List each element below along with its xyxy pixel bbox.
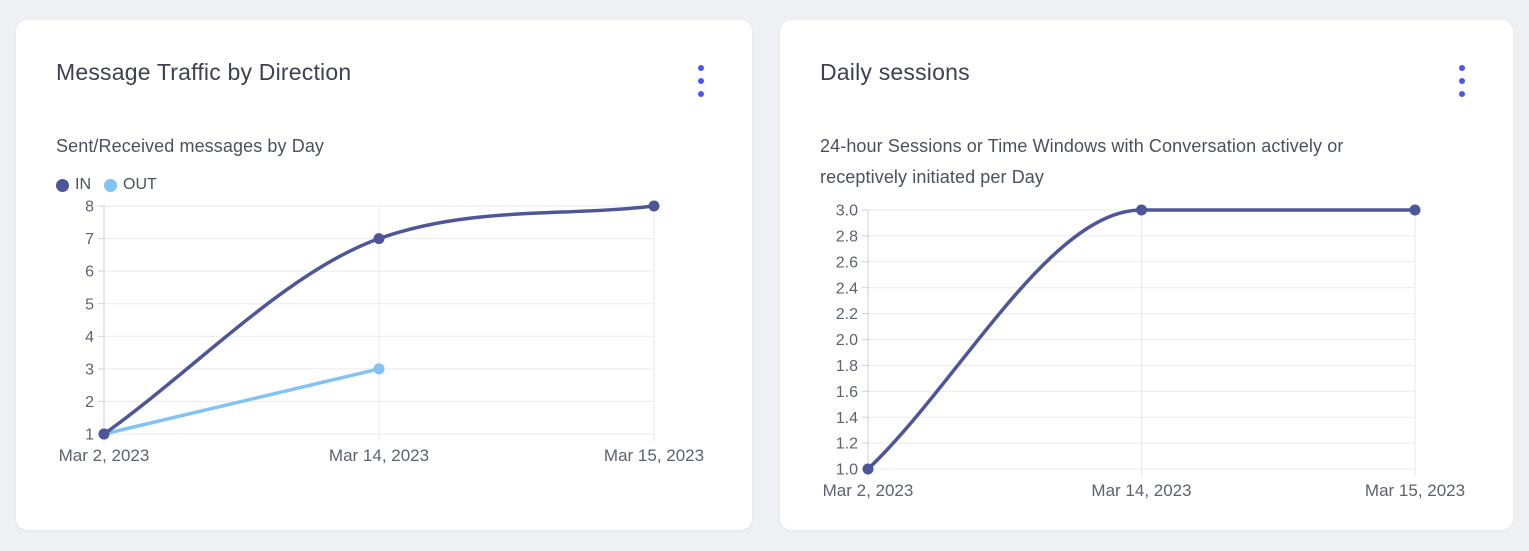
legend-item-out: OUT [104,176,157,194]
legend-dot-icon [104,178,117,192]
svg-text:2.6: 2.6 [836,255,858,272]
svg-text:2.8: 2.8 [836,229,858,246]
daily-sessions-chart[interactable]: 3.0 2.8 2.6 2.4 2.2 2.0 1.8 1.6 1.4 1.2 1.0 Mar 2, … [820,202,1473,507]
svg-text:Mar 15, 2023: Mar 15, 2023 [1365,481,1465,500]
svg-text:6: 6 [85,264,94,281]
chart-legend: IN OUT [56,175,712,195]
kebab-menu-icon [1459,91,1465,97]
card-title: Message Traffic by Direction [56,59,352,85]
svg-text:8: 8 [85,199,94,216]
svg-text:Mar 2, 2023: Mar 2, 2023 [823,481,914,500]
svg-text:2.2: 2.2 [836,306,858,323]
legend-dot-icon [56,178,69,192]
svg-text:Mar 2, 2023: Mar 2, 2023 [59,446,150,465]
svg-text:Mar 14, 2023: Mar 14, 2023 [1091,481,1191,500]
card-menu-button[interactable] [1451,60,1473,102]
svg-text:1: 1 [85,427,94,444]
card-subtitle: 24-hour Sessions or Time Windows with Co… [820,136,1344,188]
svg-text:1.2: 1.2 [836,436,858,453]
card-header: Daily sessions [820,58,1473,102]
kebab-menu-icon [698,65,704,71]
kebab-menu-icon [698,91,704,97]
card-header: Message Traffic by Direction [56,58,712,102]
svg-text:2: 2 [85,394,94,411]
svg-text:3.0: 3.0 [836,203,858,220]
svg-text:1.0: 1.0 [836,462,858,479]
kebab-menu-icon [1459,78,1465,84]
card-daily-sessions: Daily sessions 24-hour Sessions or Time … [780,20,1513,530]
svg-text:1.8: 1.8 [836,358,858,375]
svg-text:1.6: 1.6 [836,384,858,401]
message-traffic-chart[interactable]: 8 7 6 5 4 3 2 1 Mar 2, 2023 Mar 14, 2023 Mar 15, 2… [56,198,712,472]
card-subtitle: Sent/Received messages by Day [56,136,325,156]
svg-text:4: 4 [85,329,94,346]
svg-text:Mar 15, 2023: Mar 15, 2023 [604,446,704,465]
svg-text:7: 7 [85,231,94,248]
svg-text:Mar 14, 2023: Mar 14, 2023 [329,446,429,465]
card-message-traffic: Message Traffic by Direction Sent/Receiv… [16,20,752,530]
svg-text:2.0: 2.0 [836,332,858,349]
legend-label: IN [75,176,91,194]
card-title: Daily sessions [820,59,970,85]
svg-text:3: 3 [85,362,94,379]
svg-text:5: 5 [85,296,94,313]
legend-item-in: IN [56,176,91,194]
card-menu-button[interactable] [690,60,712,102]
legend-label: OUT [123,176,157,194]
kebab-menu-icon [698,78,704,84]
svg-text:2.4: 2.4 [836,281,858,298]
svg-text:1.4: 1.4 [836,410,858,427]
kebab-menu-icon [1459,65,1465,71]
